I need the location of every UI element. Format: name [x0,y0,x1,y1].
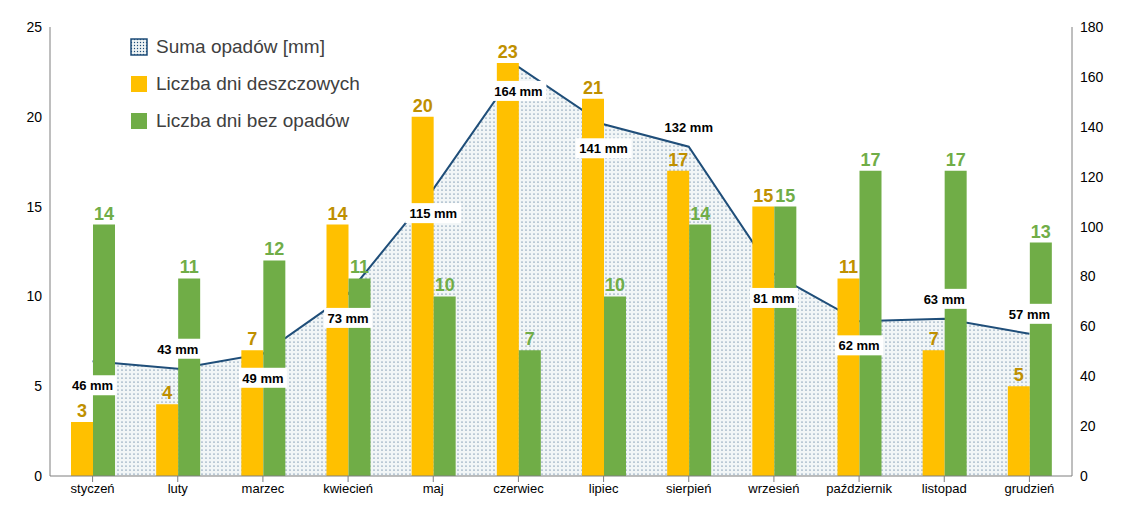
svg-text:5: 5 [34,378,42,394]
svg-text:październik: październik [826,481,892,496]
svg-text:15: 15 [775,186,795,206]
svg-text:lipiec: lipiec [589,481,619,496]
svg-text:luty: luty [168,481,189,496]
svg-text:11: 11 [180,257,199,277]
svg-text:marzec: marzec [242,481,285,496]
svg-text:17: 17 [946,150,966,170]
svg-text:73 mm: 73 mm [327,311,368,326]
svg-text:132 mm: 132 mm [665,120,713,135]
svg-text:7: 7 [247,329,257,349]
svg-text:164 mm: 164 mm [494,84,542,99]
svg-text:57 mm: 57 mm [1009,307,1050,322]
svg-text:sierpień: sierpień [666,481,712,496]
svg-text:10: 10 [605,275,625,295]
svg-text:60: 60 [1080,318,1096,334]
svg-text:11: 11 [839,257,858,277]
svg-text:listopad: listopad [922,481,967,496]
svg-text:46 mm: 46 mm [72,378,113,393]
svg-text:81 mm: 81 mm [753,291,794,306]
svg-text:141 mm: 141 mm [579,141,627,156]
svg-text:20: 20 [1080,418,1096,434]
html-text:Liczba dni bez opadów: Liczba dni bez opadów [156,109,350,131]
svg-text:14: 14 [690,204,710,224]
svg-text:kwiecień: kwiecień [323,481,373,496]
svg-text:43 mm: 43 mm [157,342,198,357]
svg-text:czerwiec: czerwiec [493,481,544,496]
svg-text:11: 11 [350,257,369,277]
html-text:Suma opadów [mm]: Suma opadów [mm] [156,35,325,57]
svg-text:25: 25 [26,19,42,35]
svg-text:styczeń: styczeń [71,481,115,496]
svg-text:115 mm: 115 mm [409,206,457,221]
html-text:Liczba dni deszczowych: Liczba dni deszczowych [156,72,360,94]
svg-text:13: 13 [1031,222,1051,242]
svg-text:20: 20 [413,96,433,116]
svg-text:62 mm: 62 mm [838,338,879,353]
svg-text:140: 140 [1080,119,1104,135]
svg-text:100: 100 [1080,219,1104,235]
svg-text:49 mm: 49 mm [242,371,283,386]
svg-text:17: 17 [668,150,688,170]
svg-text:23: 23 [498,42,518,62]
svg-text:5: 5 [1014,365,1024,385]
svg-text:0: 0 [34,468,42,484]
svg-text:10: 10 [26,288,42,304]
svg-text:15: 15 [753,186,773,206]
svg-text:3: 3 [77,401,87,421]
svg-text:14: 14 [327,204,347,224]
svg-text:21: 21 [583,78,603,98]
svg-text:63 mm: 63 mm [924,292,965,307]
svg-text:wrzesień: wrzesień [747,481,799,496]
svg-text:120: 120 [1080,169,1104,185]
svg-text:17: 17 [860,150,880,170]
svg-text:20: 20 [26,109,42,125]
svg-text:4: 4 [162,383,172,403]
svg-text:maj: maj [423,481,444,496]
svg-text:12: 12 [264,239,284,259]
svg-text:grudzień: grudzień [1004,481,1054,496]
svg-text:0: 0 [1080,468,1088,484]
svg-text:15: 15 [26,199,42,215]
svg-text:7: 7 [929,329,939,349]
svg-text:7: 7 [525,329,535,349]
svg-text:160: 160 [1080,69,1104,85]
svg-text:40: 40 [1080,368,1096,384]
svg-text:180: 180 [1080,19,1104,35]
svg-text:14: 14 [94,204,114,224]
svg-text:10: 10 [435,275,455,295]
svg-text:80: 80 [1080,268,1096,284]
